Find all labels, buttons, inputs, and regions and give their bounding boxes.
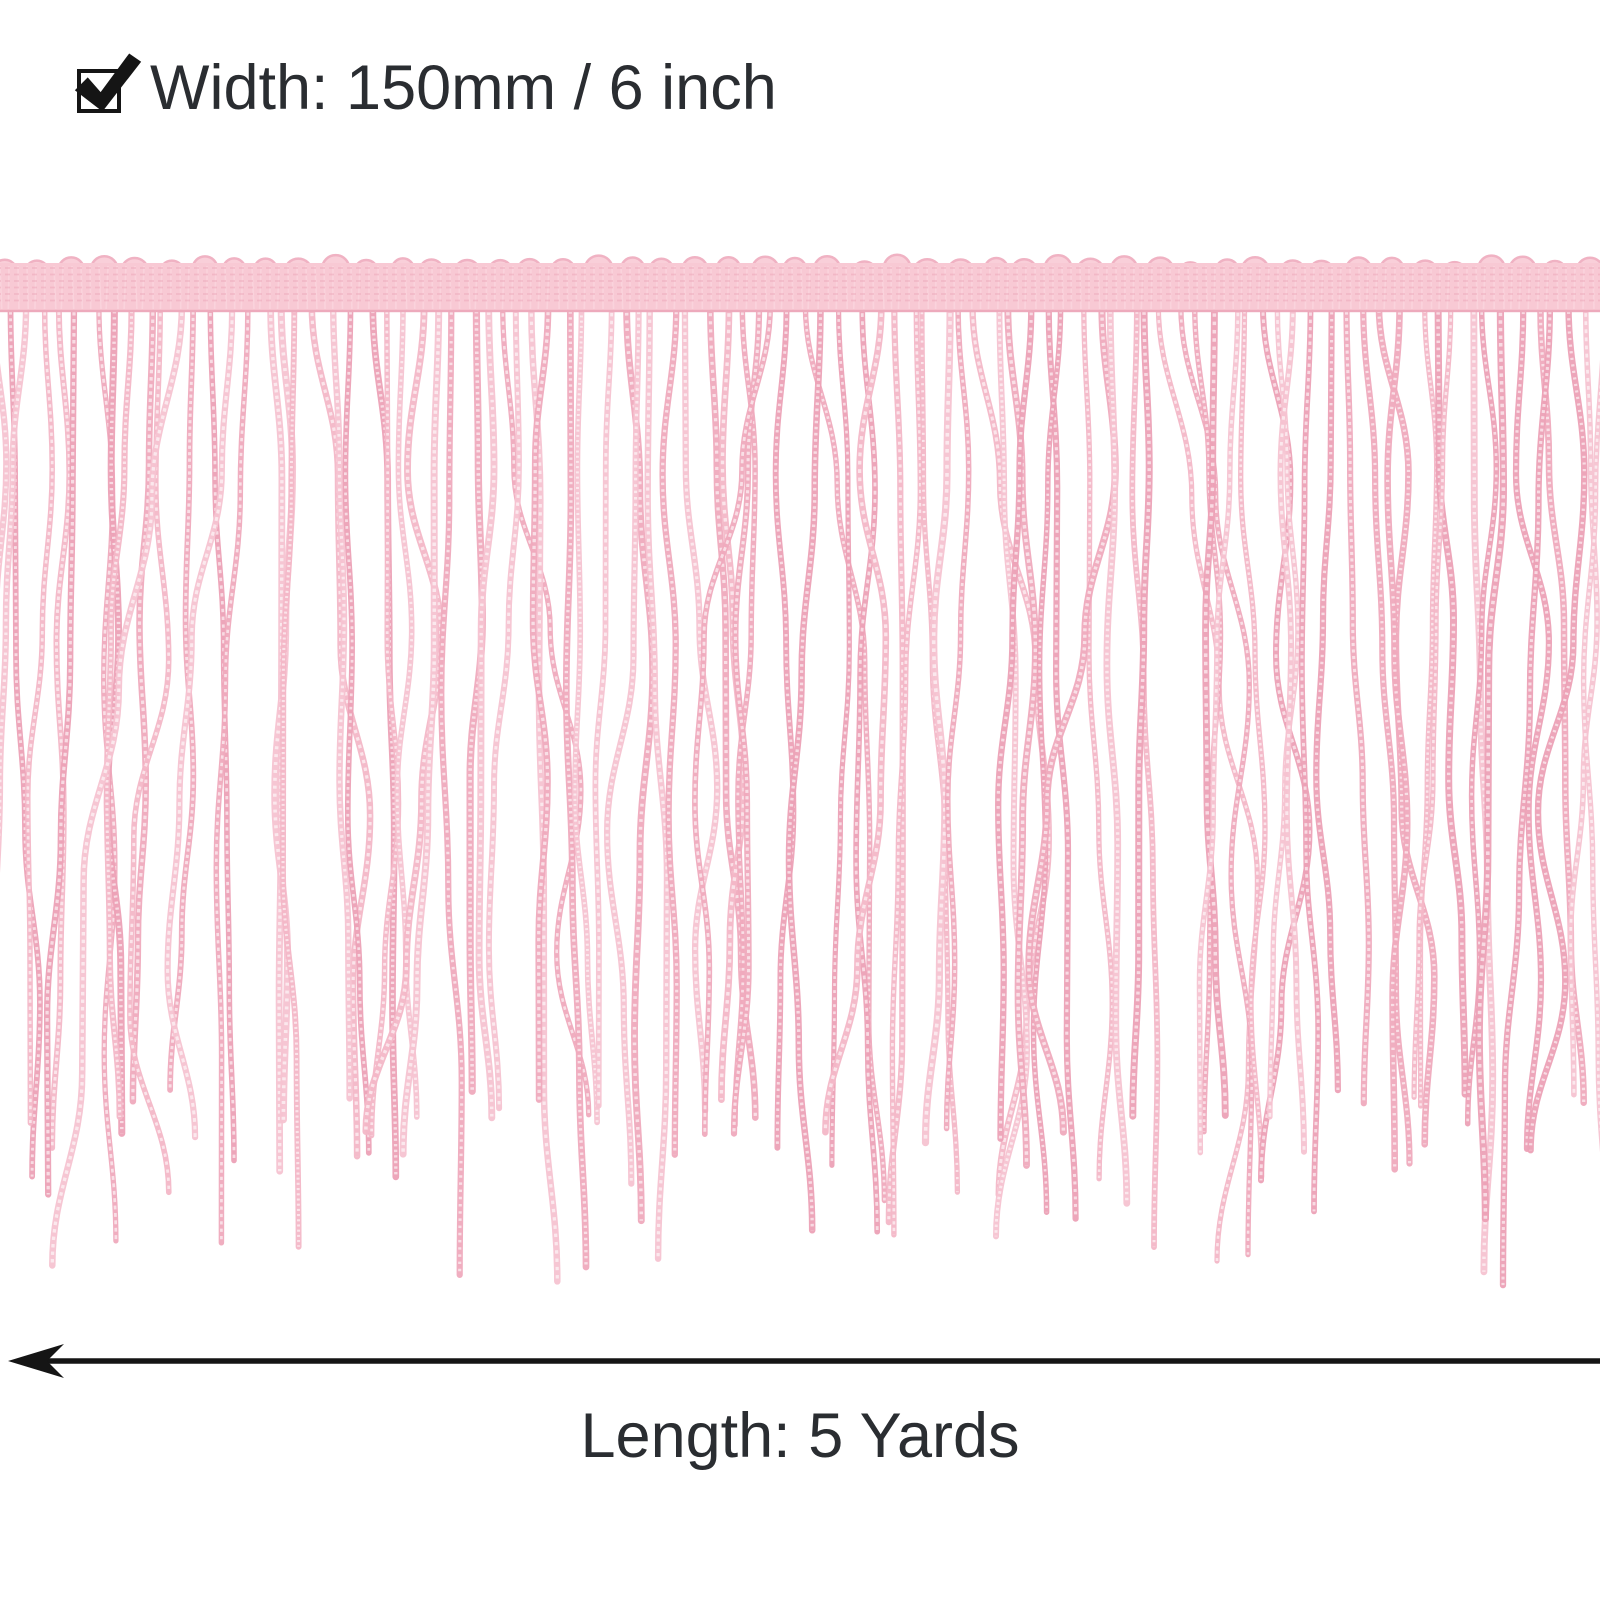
arrow-left-head-icon (8, 1344, 64, 1378)
width-label: Width: 150mm / 6 inch (150, 53, 777, 123)
fringe-strands (0, 301, 1600, 1289)
checkmark-icon (74, 53, 142, 112)
length-dimension-arrow (8, 1344, 1600, 1378)
fringe-header-band (0, 253, 1600, 313)
length-label: Length: 5 Yards (580, 1401, 1020, 1471)
